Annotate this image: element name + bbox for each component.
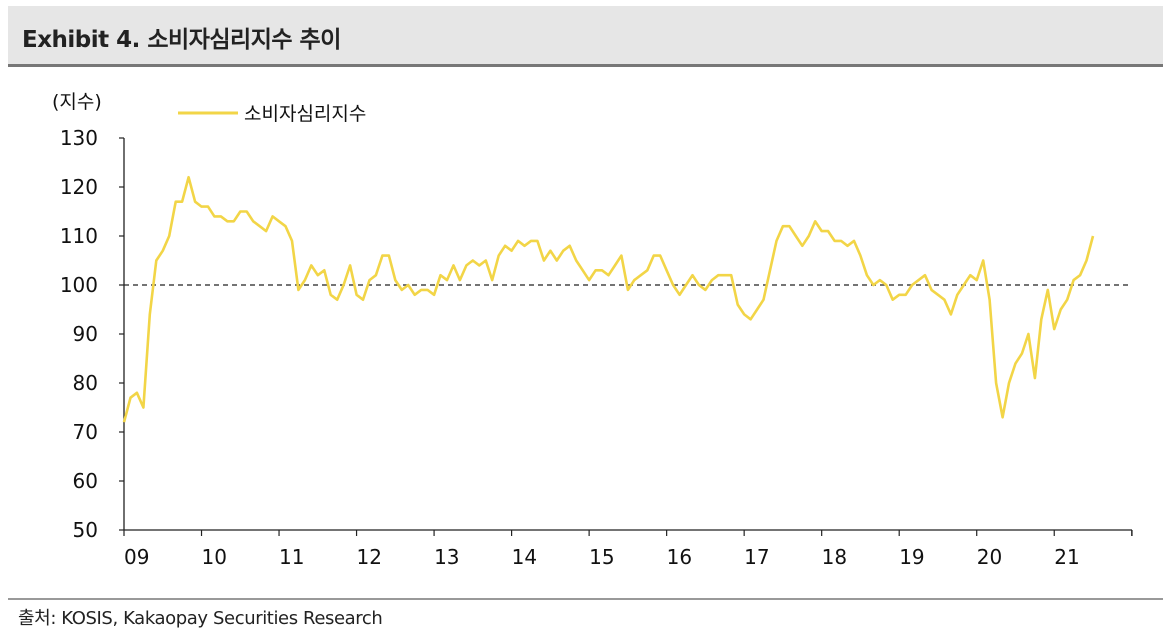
series-group: [122, 175, 1095, 423]
x-tick-label: 17: [744, 545, 769, 569]
line-chart: (지수) 소비자심리지수 50 60 70 80 90 100 110 120 130 09 10 1…: [52, 91, 1133, 569]
x-tick-label: 09: [124, 545, 149, 569]
series-line-consumer-sentiment: [122, 175, 1095, 423]
x-tick-label: 21: [1054, 545, 1079, 569]
x-tick-label: 11: [279, 545, 304, 569]
footer-divider: [8, 598, 1163, 600]
x-tick-label: 12: [357, 545, 382, 569]
x-tick-label: 15: [589, 545, 614, 569]
legend: 소비자심리지수: [178, 103, 366, 125]
y-tick-label: 120: [60, 175, 98, 199]
x-tick-label: 13: [434, 545, 459, 569]
axes: 50 60 70 80 90 100 110 120 130 09 10 11 12 13 14 15 16 17…: [60, 126, 1133, 569]
y-tick-label: 110: [60, 224, 98, 248]
x-tick-label: 10: [202, 545, 227, 569]
x-tick-label: 16: [667, 545, 692, 569]
y-tick-label: 70: [73, 420, 98, 444]
chart-area: (지수) 소비자심리지수 50 60 70 80 90 100 110 120 130 09 10 1…: [0, 70, 1172, 600]
y-tick-label: 100: [60, 273, 98, 297]
y-tick-label: 80: [73, 371, 98, 395]
x-tick-label: 18: [822, 545, 847, 569]
x-tick-label: 19: [899, 545, 924, 569]
y-tick-label: 60: [73, 469, 98, 493]
legend-label: 소비자심리지수: [244, 103, 366, 125]
x-tick-label: 14: [512, 545, 537, 569]
exhibit-title: Exhibit 4. 소비자심리지수 추이: [22, 27, 341, 53]
x-tick-label: 20: [977, 545, 1002, 569]
y-axis-unit-label: (지수): [52, 91, 102, 113]
source-note: 출처: KOSIS, Kakaopay Securities Research: [18, 608, 383, 629]
y-tick-label: 130: [60, 126, 98, 150]
y-tick-label: 50: [73, 518, 98, 542]
y-tick-label: 90: [73, 322, 98, 346]
exhibit-header: Exhibit 4. 소비자심리지수 추이: [8, 6, 1163, 67]
